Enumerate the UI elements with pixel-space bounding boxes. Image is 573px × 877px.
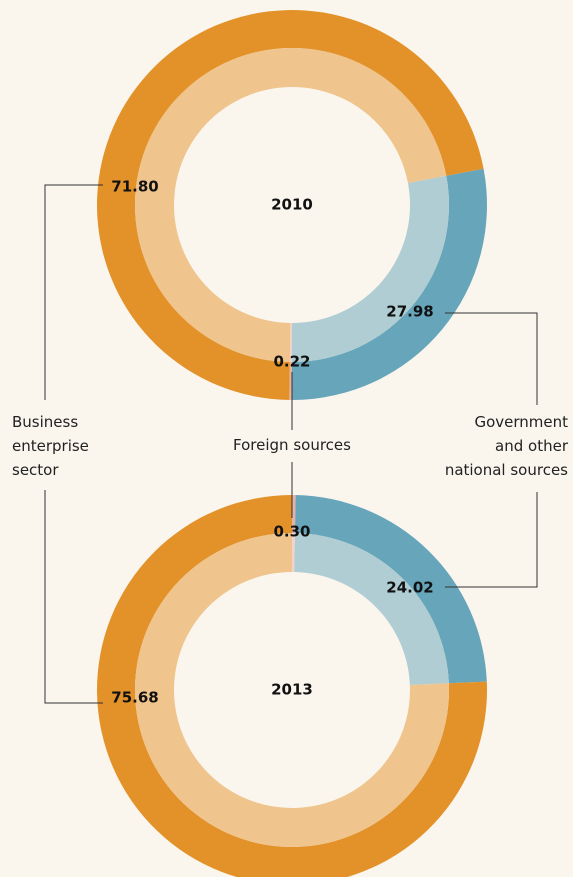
donut-outer-segment (294, 495, 487, 684)
data-label: 24.02 (386, 579, 433, 597)
connector (44, 490, 103, 704)
donut-inner-segment (292, 533, 295, 573)
connector (445, 312, 538, 405)
data-label: 75.68 (111, 689, 158, 707)
donut-outer-segment (289, 361, 292, 400)
donut: 2010 71.80 27.98 0.22 (96, 10, 487, 400)
donut-inner-segment (292, 175, 450, 362)
data-label: 0.22 (273, 353, 310, 371)
connector (44, 184, 103, 400)
data-label: 27.98 (386, 303, 433, 321)
category-label: Government and other national sources (444, 413, 568, 479)
donut-inner-segment (289, 322, 292, 362)
donut-outer-segment (292, 168, 487, 400)
chart-title: 2013 (271, 681, 313, 699)
chart-title: 2010 (271, 196, 313, 214)
data-label: 0.30 (273, 523, 310, 541)
connector (445, 492, 538, 588)
donut-inner-segment (294, 533, 449, 685)
data-label: 71.80 (111, 178, 158, 196)
donut: 2013 75.68 24.02 0.30 (97, 495, 487, 877)
donut-outer-segment (292, 495, 296, 534)
category-label: Business enterprise sector (12, 413, 89, 479)
category-label: Foreign sources (233, 436, 351, 454)
connectors (44, 184, 538, 704)
